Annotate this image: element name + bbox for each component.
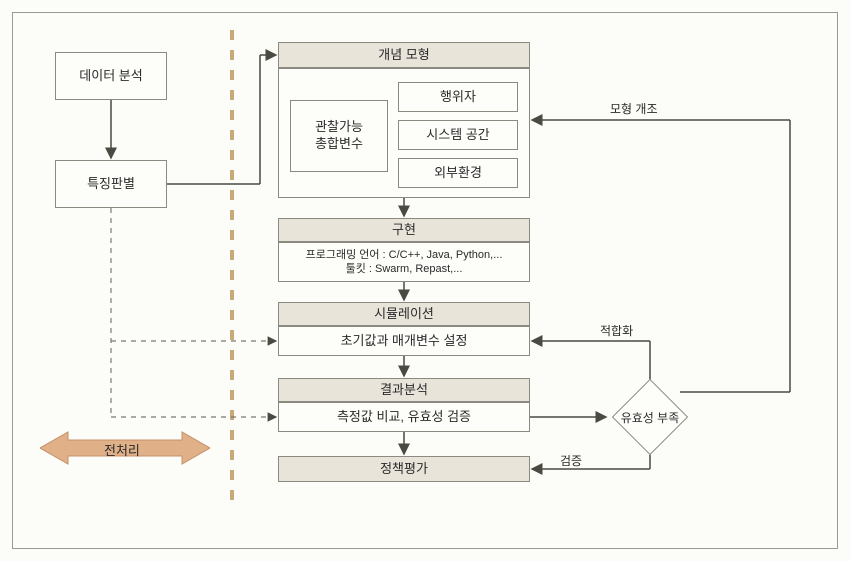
node-impl-header: 구현 bbox=[278, 218, 530, 242]
edge-label-model-revise: 모형 개조 bbox=[610, 100, 658, 117]
node-label: 프로그래밍 언어 : C/C++, Java, Python,... 툴킷 : … bbox=[306, 248, 503, 277]
edge-label-preprocess: 전처리 bbox=[104, 440, 140, 459]
node-label: 관찰가능 총합변수 bbox=[315, 119, 363, 153]
node-sim-header: 시뮬레이션 bbox=[278, 302, 530, 326]
node-label: 시스템 공간 bbox=[426, 127, 489, 144]
node-impl-body: 프로그래밍 언어 : C/C++, Java, Python,... 툴킷 : … bbox=[278, 242, 530, 282]
node-policy: 정책평가 bbox=[278, 456, 530, 482]
node-concept-header: 개념 모형 bbox=[278, 42, 530, 68]
node-label: 시뮬레이션 bbox=[374, 306, 434, 323]
node-label: 행위자 bbox=[440, 89, 476, 106]
node-label: 정책평가 bbox=[380, 461, 428, 478]
node-label: 구현 bbox=[392, 222, 416, 239]
node-system-space: 시스템 공간 bbox=[398, 120, 518, 150]
node-label: 초기값과 매개변수 설정 bbox=[341, 333, 468, 350]
node-label: 측정값 비교, 유효성 검증 bbox=[337, 409, 471, 426]
node-label: 특징판별 bbox=[87, 176, 135, 193]
edge-label-fit: 적합화 bbox=[600, 322, 633, 339]
node-sim-body: 초기값과 매개변수 설정 bbox=[278, 326, 530, 356]
node-feature-id: 특징판별 bbox=[55, 160, 167, 208]
node-ext-env: 외부환경 bbox=[398, 158, 518, 188]
node-result-header: 결과분석 bbox=[278, 378, 530, 402]
node-label: 개념 모형 bbox=[378, 47, 429, 64]
edge-label-verify: 검증 bbox=[560, 452, 582, 469]
node-label: 외부환경 bbox=[434, 165, 482, 182]
node-validity-label: 유효성 부족 bbox=[610, 409, 690, 426]
node-obs-var: 관찰가능 총합변수 bbox=[290, 100, 388, 172]
node-result-body: 측정값 비교, 유효성 검증 bbox=[278, 402, 530, 432]
node-actor: 행위자 bbox=[398, 82, 518, 112]
node-label: 유효성 부족 bbox=[621, 411, 680, 425]
node-label: 결과분석 bbox=[380, 382, 428, 399]
node-data-analysis: 데이터 분석 bbox=[55, 52, 167, 100]
node-label: 데이터 분석 bbox=[79, 68, 142, 85]
